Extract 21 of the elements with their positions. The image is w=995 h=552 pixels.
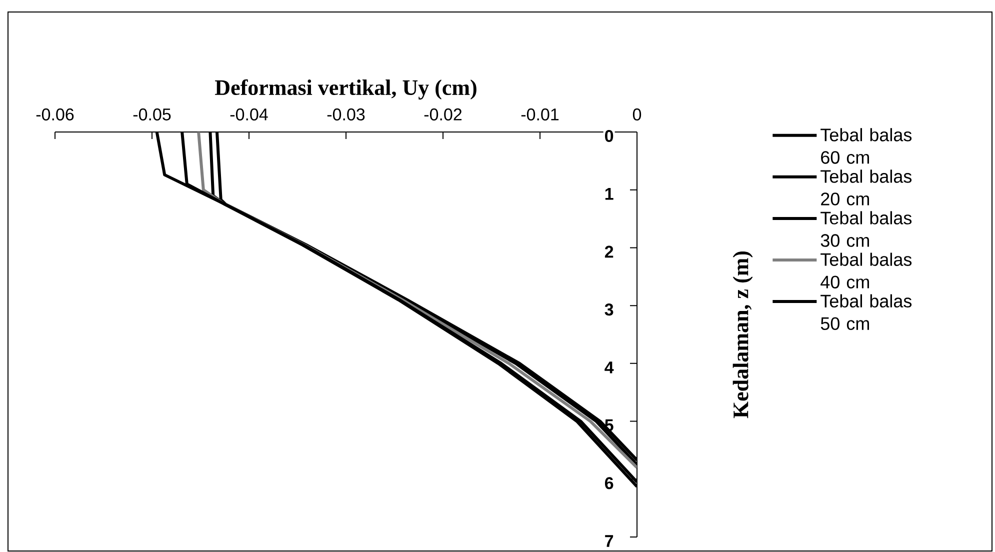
x-axis-title: Deformasi vertikal, Uy (cm): [215, 79, 476, 100]
x-tick-label: 0: [632, 108, 642, 120]
x-tick-label: -0.06: [36, 108, 74, 120]
x-tick-label: -0.01: [521, 108, 559, 120]
legend-label: Tebal balas 60 cm: [820, 128, 912, 164]
legend-label: Tebal balas 40 cm: [820, 252, 912, 288]
x-tick-label: -0.04: [230, 108, 268, 120]
y-tick-label: 7: [605, 535, 614, 547]
y-tick-label: 4: [604, 362, 614, 374]
y-tick-label: 1: [605, 188, 614, 200]
legend-label: Tebal balas 30 cm: [820, 211, 912, 247]
legend-label: Tebal balas 20 cm: [820, 170, 912, 206]
x-tick-label: -0.02: [424, 108, 462, 120]
x-tick-label: -0.05: [133, 108, 171, 120]
y-axis-title: Kedalaman, z (m): [732, 251, 753, 418]
y-tick-label: 6: [604, 477, 614, 490]
y-tick-label: 2: [604, 246, 614, 258]
x-tick-label: -0.03: [327, 108, 365, 120]
y-tick-label: 0: [605, 130, 614, 142]
y-tick-label: 3: [604, 304, 614, 316]
legend-label: Tebal balas 50 cm: [820, 294, 912, 330]
